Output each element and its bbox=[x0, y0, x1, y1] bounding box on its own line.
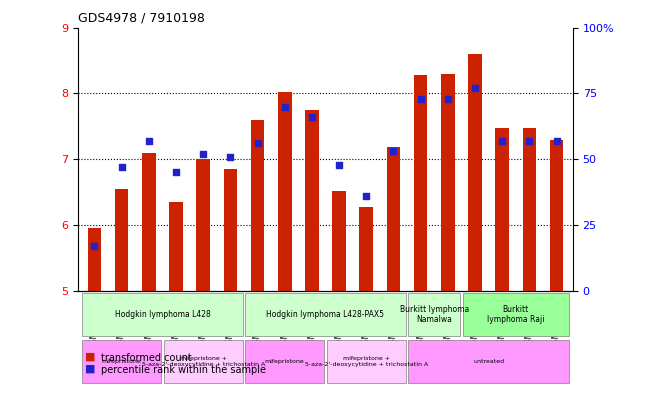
FancyBboxPatch shape bbox=[408, 340, 569, 383]
Point bbox=[361, 193, 372, 199]
Point bbox=[334, 162, 344, 168]
Bar bbox=[88, 228, 101, 291]
Point bbox=[388, 148, 398, 154]
Point bbox=[443, 95, 453, 102]
Text: Burkitt lymphoma
Namalwa: Burkitt lymphoma Namalwa bbox=[400, 305, 469, 324]
Text: Burkitt
lymphoma Raji: Burkitt lymphoma Raji bbox=[487, 305, 544, 324]
Point bbox=[89, 243, 100, 250]
Text: ■: ■ bbox=[85, 352, 95, 362]
FancyBboxPatch shape bbox=[408, 294, 460, 336]
Point bbox=[144, 138, 154, 144]
Point bbox=[225, 154, 236, 160]
Bar bbox=[142, 153, 156, 291]
Point bbox=[117, 164, 127, 170]
Point bbox=[307, 114, 317, 120]
Bar bbox=[387, 147, 400, 291]
Point bbox=[524, 138, 534, 144]
Text: ■: ■ bbox=[85, 364, 95, 373]
Point bbox=[497, 138, 507, 144]
Bar bbox=[278, 92, 292, 291]
Bar bbox=[468, 54, 482, 291]
Point bbox=[551, 138, 562, 144]
Text: mifepristone +
5-aza-2'-deoxycytidine + trichostatin A: mifepristone + 5-aza-2'-deoxycytidine + … bbox=[141, 356, 265, 367]
Bar bbox=[523, 128, 536, 291]
Text: untreated: untreated bbox=[473, 359, 504, 364]
FancyBboxPatch shape bbox=[164, 340, 243, 383]
Bar bbox=[332, 191, 346, 291]
FancyBboxPatch shape bbox=[82, 294, 243, 336]
Bar bbox=[251, 120, 264, 291]
Bar bbox=[223, 169, 237, 291]
Bar bbox=[441, 73, 454, 291]
Point bbox=[198, 151, 208, 157]
FancyBboxPatch shape bbox=[463, 294, 569, 336]
FancyBboxPatch shape bbox=[82, 340, 161, 383]
Text: percentile rank within the sample: percentile rank within the sample bbox=[101, 365, 266, 375]
Text: Hodgkin lymphoma L428-PAX5: Hodgkin lymphoma L428-PAX5 bbox=[266, 310, 385, 319]
Text: Hodgkin lymphoma L428: Hodgkin lymphoma L428 bbox=[115, 310, 210, 319]
Bar bbox=[359, 207, 373, 291]
Text: mifepristone: mifepristone bbox=[265, 359, 305, 364]
Point bbox=[171, 169, 181, 176]
Point bbox=[415, 95, 426, 102]
Text: GDS4978 / 7910198: GDS4978 / 7910198 bbox=[78, 12, 205, 25]
Bar bbox=[305, 110, 319, 291]
Text: mifepristone +
5-aza-2'-deoxycytidine + trichostatin A: mifepristone + 5-aza-2'-deoxycytidine + … bbox=[305, 356, 428, 367]
Point bbox=[253, 140, 263, 147]
Bar bbox=[495, 128, 509, 291]
Bar bbox=[197, 159, 210, 291]
Point bbox=[470, 85, 480, 91]
FancyBboxPatch shape bbox=[327, 340, 406, 383]
FancyBboxPatch shape bbox=[245, 294, 406, 336]
Bar bbox=[115, 189, 128, 291]
Bar bbox=[550, 140, 563, 291]
Text: transformed count: transformed count bbox=[101, 353, 191, 363]
Bar bbox=[169, 202, 183, 291]
FancyBboxPatch shape bbox=[245, 340, 324, 383]
Point bbox=[279, 103, 290, 110]
Text: mifepristone: mifepristone bbox=[102, 359, 141, 364]
Bar bbox=[414, 75, 428, 291]
